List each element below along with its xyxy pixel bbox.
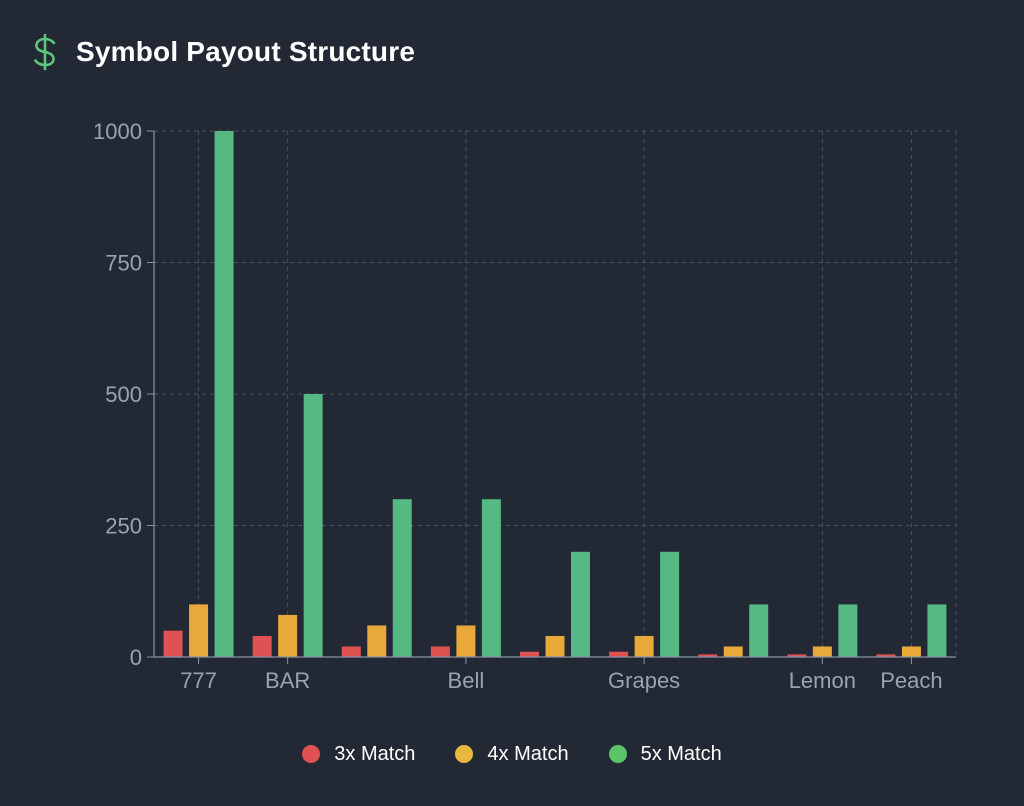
legend-item-3x[interactable]: 3x Match xyxy=(302,738,415,770)
bar-chart: 0 250 500 750 1000 777 BAR Bell Grapes Lemon Peach xyxy=(93,119,957,693)
y-tick-label: 0 xyxy=(130,645,142,670)
bar-3x-match xyxy=(787,654,807,657)
bar-4x-match xyxy=(456,625,476,657)
x-tick-label: 777 xyxy=(180,668,217,693)
x-tick-label: Grapes xyxy=(608,668,680,693)
x-tick-label: Peach xyxy=(880,668,942,693)
x-tick-label: Bell xyxy=(448,668,485,693)
bar-5x-match xyxy=(660,551,680,657)
bar-3x-match xyxy=(430,646,450,657)
bar-5x-match xyxy=(749,604,769,657)
bar-5x-match xyxy=(214,131,234,657)
legend-swatch-3x xyxy=(302,745,321,763)
bar-3x-match xyxy=(341,646,361,657)
chart-title: Symbol Payout Structure xyxy=(76,36,416,67)
bar-4x-match xyxy=(901,646,921,657)
bar-4x-match xyxy=(545,635,565,657)
legend-swatch-5x xyxy=(608,745,627,763)
legend-label-5x: 5x Match xyxy=(640,742,722,765)
y-tick-label: 750 xyxy=(105,251,142,276)
bar-4x-match xyxy=(634,635,654,657)
chart-legend: 3x Match 4x Match 5x Match xyxy=(0,738,1024,770)
bar-5x-match xyxy=(838,604,858,657)
bar-3x-match xyxy=(252,635,272,657)
bar-4x-match xyxy=(723,646,743,657)
bar-3x-match xyxy=(698,654,718,657)
legend-swatch-4x xyxy=(455,745,474,763)
bar-5x-match xyxy=(927,604,947,657)
bar-4x-match xyxy=(812,646,832,657)
bar-5x-match xyxy=(392,499,412,657)
bar-4x-match xyxy=(189,604,209,657)
bar-5x-match xyxy=(571,551,590,657)
bar-3x-match xyxy=(876,654,896,657)
bar-4x-match xyxy=(367,625,387,657)
y-tick-label: 250 xyxy=(105,514,142,539)
bar-5x-match xyxy=(303,394,323,657)
dollar-sign-icon xyxy=(28,30,62,74)
legend-label-4x: 4x Match xyxy=(487,742,569,765)
y-tick-label: 500 xyxy=(105,382,142,407)
x-tick-label: BAR xyxy=(265,668,310,693)
legend-item-4x[interactable]: 4x Match xyxy=(455,738,569,770)
x-tick-label: Lemon xyxy=(789,668,856,693)
chart-header: Symbol Payout Structure xyxy=(28,30,415,74)
bar-5x-match xyxy=(481,499,501,657)
bar-3x-match xyxy=(520,651,539,657)
bar-3x-match xyxy=(609,651,629,657)
y-tick-label: 1000 xyxy=(93,119,142,144)
bar-4x-match xyxy=(278,614,298,657)
legend-label-3x: 3x Match xyxy=(334,742,416,765)
legend-item-5x[interactable]: 5x Match xyxy=(608,738,722,770)
bar-3x-match xyxy=(163,630,183,657)
